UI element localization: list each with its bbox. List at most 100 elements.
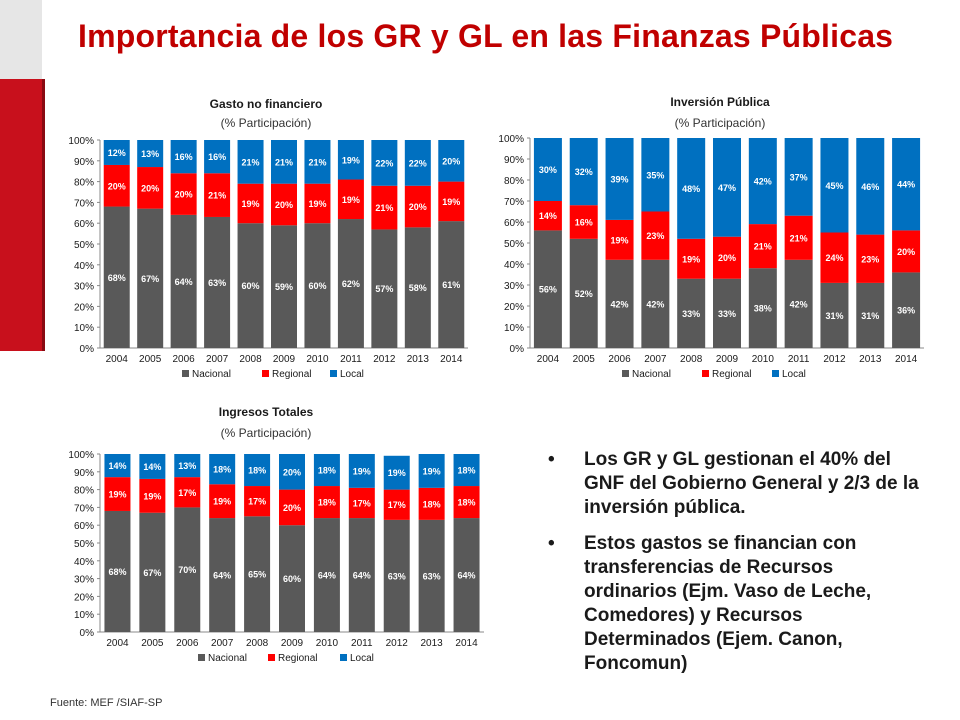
bar-segment-local — [856, 138, 885, 235]
bar-segment-local — [337, 140, 364, 180]
data-label: 18% — [423, 499, 441, 509]
chart-subtitle: (% Participación) — [675, 116, 766, 130]
bar-segment-local — [244, 454, 271, 487]
data-label: 13% — [178, 461, 196, 471]
bar-segment-regional — [313, 486, 340, 519]
y-tick-label: 50% — [74, 539, 94, 550]
bar-segment-nacional — [337, 219, 364, 348]
bar-segment-regional — [856, 234, 885, 283]
bar-segment-local — [453, 454, 480, 487]
data-label: 18% — [318, 498, 336, 508]
x-tick-label: 2009 — [716, 354, 739, 365]
bar-segment-local — [892, 138, 921, 231]
slide-decoration-top — [0, 0, 42, 79]
slide-decoration-red-bar — [0, 79, 42, 351]
bar-segment-nacional — [204, 216, 231, 348]
x-tick-label: 2011 — [340, 354, 362, 365]
data-label: 33% — [682, 309, 700, 319]
x-tick-label: 2012 — [386, 638, 409, 649]
y-tick-label: 70% — [504, 197, 524, 208]
y-tick-label: 90% — [74, 468, 94, 479]
x-tick-label: 2005 — [141, 638, 164, 649]
data-label: 52% — [575, 289, 593, 299]
legend-swatch — [622, 370, 629, 377]
bar-segment-nacional — [892, 272, 921, 348]
data-label: 31% — [861, 311, 879, 321]
legend-label: Nacional — [632, 369, 671, 380]
bar-segment-nacional — [304, 223, 331, 348]
data-label: 19% — [242, 199, 260, 209]
bar-segment-regional — [271, 183, 297, 226]
y-tick-label: 10% — [74, 610, 94, 621]
data-label: 60% — [242, 281, 260, 291]
legend-swatch — [340, 654, 347, 661]
data-label: 21% — [242, 157, 260, 167]
bar-segment-nacional — [605, 259, 634, 348]
data-label: 20% — [442, 156, 460, 166]
data-label: 30% — [539, 165, 557, 175]
data-label: 47% — [718, 183, 736, 193]
bar-segment-local — [371, 140, 398, 186]
data-label: 21% — [308, 157, 326, 167]
bar-segment-local — [103, 140, 130, 165]
chart-title: Gasto no financiero — [210, 97, 323, 111]
data-label: 32% — [575, 167, 593, 177]
x-tick-label: 2009 — [281, 638, 304, 649]
legend-label: Local — [340, 369, 364, 380]
bar-segment-nacional — [103, 206, 130, 348]
data-label: 48% — [682, 184, 700, 194]
data-label: 19% — [342, 195, 360, 205]
data-label: 22% — [409, 158, 427, 168]
legend-swatch — [268, 654, 275, 661]
data-label: 17% — [248, 497, 266, 507]
x-tick-label: 2007 — [644, 354, 667, 365]
bar-segment-regional — [713, 236, 741, 279]
bar-segment-local — [304, 140, 331, 184]
bullet-text: Estos gastos se financian con transferen… — [584, 533, 872, 674]
y-tick-label: 50% — [504, 239, 524, 250]
y-tick-label: 80% — [74, 486, 94, 497]
data-label: 64% — [458, 571, 476, 581]
y-tick-label: 20% — [74, 302, 94, 313]
bar-segment-local — [313, 454, 340, 487]
data-label: 17% — [178, 488, 196, 498]
data-label: 68% — [108, 567, 126, 577]
x-tick-label: 2010 — [752, 354, 775, 365]
data-label: 42% — [754, 177, 772, 187]
x-tick-label: 2014 — [440, 354, 463, 365]
bar-segment-local — [137, 140, 164, 168]
bar-segment-nacional — [170, 214, 197, 348]
data-label: 42% — [611, 299, 629, 309]
bar-segment-local — [641, 138, 670, 212]
bar-segment-local — [820, 138, 849, 233]
bar-segment-nacional — [453, 518, 480, 632]
data-label: 20% — [175, 190, 193, 200]
bar-segment-local — [237, 140, 264, 184]
y-tick-label: 0% — [510, 344, 525, 355]
y-tick-label: 10% — [504, 323, 524, 334]
y-tick-label: 10% — [74, 323, 94, 334]
data-label: 64% — [213, 571, 231, 581]
data-label: 23% — [646, 231, 664, 241]
x-tick-label: 2008 — [680, 354, 703, 365]
data-label: 14% — [108, 461, 126, 471]
data-label: 70% — [178, 565, 196, 575]
bar-segment-nacional — [641, 259, 670, 348]
bar-segment-nacional — [677, 278, 706, 348]
data-label: 33% — [718, 309, 736, 319]
data-label: 59% — [275, 282, 293, 292]
bar-segment-regional — [641, 211, 670, 260]
bar-segment-regional — [605, 219, 634, 260]
bar-segment-local — [438, 140, 465, 182]
data-label: 62% — [342, 279, 360, 289]
bar-segment-local — [139, 454, 166, 479]
bar-segment-local — [533, 138, 562, 201]
bar-segment-regional — [279, 489, 305, 526]
bar-segment-nacional — [348, 518, 375, 632]
data-label: 19% — [682, 254, 700, 264]
data-label: 20% — [897, 247, 915, 257]
y-tick-label: 30% — [504, 281, 524, 292]
y-tick-label: 100% — [68, 450, 94, 461]
data-label: 38% — [754, 304, 772, 314]
data-label: 19% — [611, 235, 629, 245]
